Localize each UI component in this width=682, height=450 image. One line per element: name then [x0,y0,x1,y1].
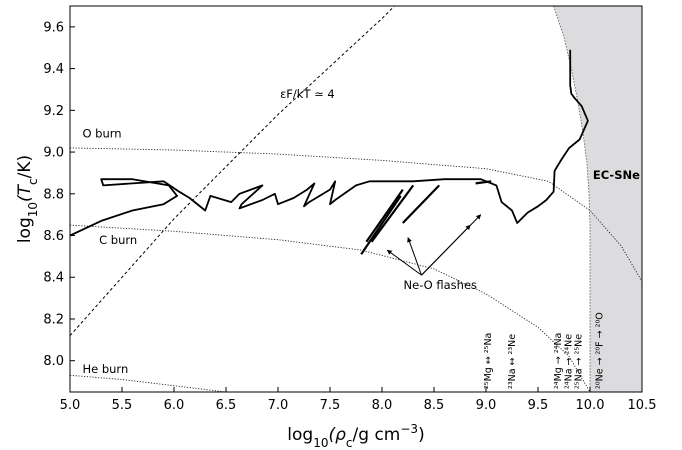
x-tick-label-6: 8.0 [372,398,393,413]
y-axis-label: log10(Tc/K) [15,155,40,243]
degeneracy-line [70,6,395,337]
x-tick-label-1: 5.5 [112,398,133,413]
ne-o-segment-1 [365,188,404,243]
flash-arrow-0 [386,249,422,276]
reaction-label-0: ²⁵Mg ↔ ²⁵Na [483,333,494,389]
x-tick-label-11: 10.5 [628,398,657,413]
x-tick-label-0: 5.0 [60,398,81,413]
ne-o-flashes-label: Ne-O flashes [404,278,478,292]
y-tick-label-7: 9.4 [43,62,64,77]
evolution-track [70,49,589,237]
o-burn-label: O burn [82,126,121,140]
x-tick-label-5: 7.5 [320,398,341,413]
ne-o-segment-0 [360,195,402,255]
x-tick-label-7: 8.5 [424,398,445,413]
x-tick-label-2: 6.0 [164,398,185,413]
y-tick-label-8: 9.6 [43,20,64,35]
ec-sne-region [553,6,642,392]
x-axis-label: log10(ρc/g cm−3) [287,422,424,450]
ne-o-segment-3 [402,184,440,224]
plot-frame [69,5,643,393]
ne-o-segment-2 [370,184,415,243]
reaction-label-2: ²⁴Mg → ²⁴Na [553,333,564,389]
x-tick-label-9: 9.5 [528,398,549,413]
reaction-label-4: ²⁵Na → ²⁵Ne [574,334,585,389]
ec-sne-label: EC-SNe [593,168,640,182]
y-tick-label-1: 8.2 [43,312,64,327]
y-tick-label-4: 8.8 [43,187,64,202]
y-tick-label-6: 9.2 [43,104,64,119]
degeneracy-label: εF/kT ≃ 4 [280,87,335,101]
x-tick-label-4: 7.0 [268,398,289,413]
y-tick-label-3: 8.6 [43,229,64,244]
y-tick-label-0: 8.0 [43,354,64,369]
burn-line-2 [70,374,227,392]
y-tick-label-5: 9.0 [43,146,64,161]
he-burn-label: He burn [82,362,128,376]
burn-line-1 [70,224,591,392]
x-tick-label-3: 6.5 [216,398,237,413]
y-tick-label-2: 8.4 [43,271,64,286]
ec-sne-shaded-area [553,6,642,392]
reaction-label-5: ²⁰Ne → ²⁰F → ²⁰O [594,312,605,389]
ne-o-segment-4 [475,180,492,185]
c-burn-label: C burn [99,233,137,247]
reaction-label-1: ²³Na ↔ ²³Ne [507,334,518,389]
x-tick-label-10: 10.0 [576,398,605,413]
flash-arrow-3 [421,214,482,276]
x-tick-label-8: 9.0 [476,398,497,413]
reaction-label-3: ²⁴Na → ²⁴Ne [563,334,574,389]
flash-arrow-1 [407,237,422,276]
